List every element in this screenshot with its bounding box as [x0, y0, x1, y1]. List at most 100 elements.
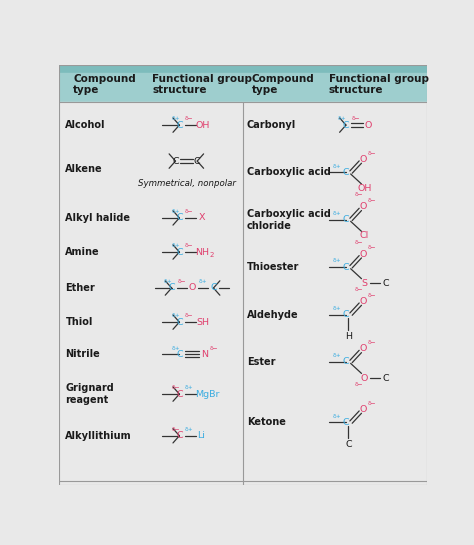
Text: Thiol: Thiol [65, 317, 93, 327]
Text: N: N [201, 350, 208, 359]
Text: δ−: δ− [184, 313, 193, 318]
Text: Nitrile: Nitrile [65, 349, 100, 359]
Text: δ−: δ− [177, 280, 186, 284]
Text: δ+: δ+ [164, 280, 172, 284]
Text: X: X [199, 214, 205, 222]
Text: δ+: δ+ [184, 427, 193, 432]
Text: C: C [343, 263, 349, 271]
Text: Ether: Ether [65, 283, 95, 293]
Text: δ+: δ+ [338, 117, 346, 122]
Text: C: C [343, 310, 349, 319]
Text: Carboxylic acid
chloride: Carboxylic acid chloride [247, 209, 331, 231]
Text: C: C [176, 214, 182, 222]
Text: δ+: δ+ [198, 280, 207, 284]
Text: S: S [362, 279, 368, 288]
Text: δ−: δ− [368, 245, 377, 250]
Text: Compound
type: Compound type [73, 74, 136, 95]
Text: O: O [359, 344, 367, 353]
Text: Cl: Cl [360, 232, 369, 240]
Text: O: O [359, 250, 367, 258]
Text: δ+: δ+ [171, 117, 180, 122]
Text: OH: OH [357, 184, 372, 193]
Text: Li: Li [197, 431, 205, 440]
Text: δ−: δ− [368, 340, 377, 345]
Text: δ−: δ− [368, 151, 377, 156]
Text: C: C [343, 168, 349, 177]
Text: C: C [176, 390, 182, 398]
Text: Carboxylic acid: Carboxylic acid [247, 167, 331, 178]
Text: OH: OH [195, 120, 210, 130]
Text: Ketone: Ketone [247, 417, 286, 427]
Text: C: C [176, 318, 182, 326]
Text: C: C [343, 358, 349, 366]
Text: δ−: δ− [184, 209, 193, 214]
Text: δ−: δ− [354, 192, 363, 197]
Text: δ−: δ− [209, 346, 218, 350]
Text: δ−: δ− [171, 427, 180, 432]
Text: Carbonyl: Carbonyl [247, 120, 296, 130]
Text: O: O [359, 202, 367, 211]
Text: Amine: Amine [65, 247, 100, 257]
Text: Thioester: Thioester [247, 262, 299, 272]
Text: C: C [343, 120, 349, 130]
Text: δ+: δ+ [332, 211, 341, 216]
Bar [59, 65, 427, 73]
Text: Alkyl halide: Alkyl halide [65, 213, 130, 223]
Text: δ+: δ+ [332, 353, 341, 358]
Text: δ+: δ+ [171, 243, 180, 249]
Text: δ+: δ+ [184, 385, 193, 390]
Text: δ−: δ− [184, 117, 193, 122]
Text: Functional group
structure: Functional group structure [152, 74, 252, 95]
Text: O: O [361, 373, 368, 383]
Text: Aldehyde: Aldehyde [247, 310, 299, 319]
Text: δ−: δ− [354, 287, 363, 292]
Text: δ+: δ+ [332, 414, 341, 419]
Text: 2: 2 [210, 252, 214, 258]
Text: Ester: Ester [247, 357, 275, 367]
Text: δ−: δ− [368, 293, 377, 298]
Text: NH: NH [195, 247, 209, 257]
Text: C: C [168, 283, 175, 293]
Text: δ+: δ+ [171, 346, 180, 350]
Text: δ+: δ+ [332, 306, 341, 311]
Text: O: O [359, 405, 367, 414]
Text: SH: SH [196, 318, 209, 326]
Text: δ−: δ− [352, 117, 360, 122]
Text: O: O [359, 297, 367, 306]
Text: C: C [176, 120, 182, 130]
Text: C: C [343, 418, 349, 427]
Text: δ−: δ− [354, 240, 363, 245]
Bar [59, 73, 427, 102]
Text: C: C [176, 431, 182, 440]
Text: Alkene: Alkene [65, 164, 103, 174]
Text: O: O [365, 120, 372, 130]
Text: Alkyllithium: Alkyllithium [65, 431, 132, 441]
Text: δ−: δ− [354, 382, 363, 387]
Text: C: C [345, 439, 352, 449]
Text: O: O [359, 155, 367, 164]
Text: δ−: δ− [368, 198, 377, 203]
Text: δ+: δ+ [171, 209, 180, 214]
Text: Symmetrical, nonpolar: Symmetrical, nonpolar [138, 179, 236, 189]
Text: C: C [382, 279, 389, 288]
Text: Grignard
reagent: Grignard reagent [65, 383, 114, 405]
Text: δ−: δ− [184, 243, 193, 249]
Text: C: C [382, 373, 389, 383]
Text: δ+: δ+ [171, 313, 180, 318]
Text: Functional group
structure: Functional group structure [329, 74, 429, 95]
Text: H: H [345, 331, 352, 341]
Text: C: C [194, 156, 201, 166]
Text: C: C [176, 247, 182, 257]
Text: δ−: δ− [368, 401, 377, 405]
Text: MgBr: MgBr [195, 390, 219, 398]
Text: δ+: δ+ [332, 164, 341, 169]
Text: δ+: δ+ [332, 258, 341, 263]
Text: δ−: δ− [171, 385, 180, 390]
Text: Alcohol: Alcohol [65, 120, 106, 130]
Text: O: O [189, 283, 196, 293]
Text: C: C [176, 350, 182, 359]
Text: Compound
type: Compound type [251, 74, 314, 95]
Text: C: C [210, 283, 217, 293]
Text: C: C [343, 215, 349, 225]
Text: C: C [172, 156, 179, 166]
